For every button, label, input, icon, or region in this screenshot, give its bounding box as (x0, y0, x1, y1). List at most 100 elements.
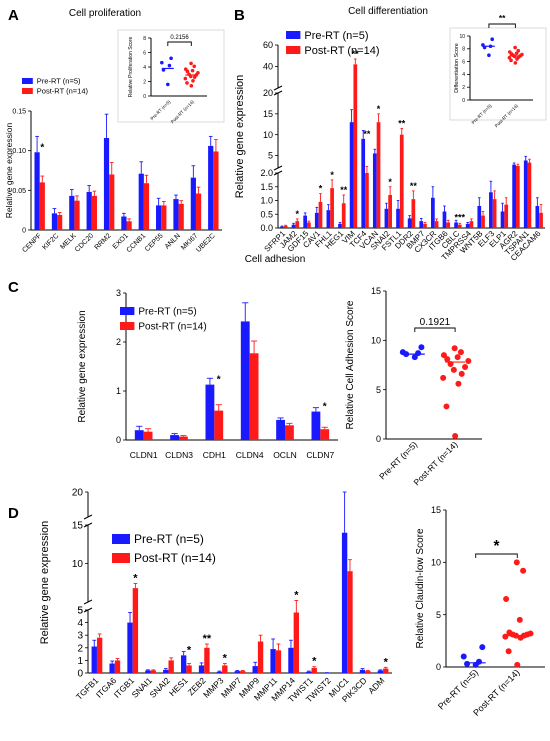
C-score-point-post (457, 349, 464, 356)
A-bar-bar-post (39, 182, 45, 230)
C-score-point-pre (418, 344, 425, 351)
legend-label-pre: Pre-RT (n=5) (304, 30, 368, 42)
B-bar-bar-post (353, 64, 358, 228)
D-bar-y-tick-label: 1 (77, 656, 83, 667)
B-bar-bar-post (295, 221, 300, 228)
C-bar-bar-post (249, 353, 259, 440)
B-bar-bar-post (283, 225, 288, 228)
B-bar-y-axis-title: Relative gene expression (234, 75, 246, 199)
C-score-point-pre (399, 349, 406, 356)
D-bar-y-tick-label: 15 (72, 521, 84, 532)
A-bar-significance-star: * (40, 142, 44, 153)
D-bar-bar-pre (163, 669, 169, 673)
B-bar-significance-star: * (388, 177, 392, 187)
legend-swatch-pre (112, 534, 130, 544)
D-score-point-pre (479, 644, 486, 651)
B-bar-bar-post (527, 162, 532, 228)
B-bar-bar-post (539, 212, 543, 228)
panel-D-letter: D (8, 505, 19, 522)
C-bar-bar-pre (276, 419, 285, 440)
D-score-point-pre (476, 658, 483, 665)
B-bar-bar-pre (489, 192, 493, 228)
D-bar-y-tick-label: 3 (77, 631, 83, 642)
D-bar-bar-pre (306, 671, 312, 673)
A-score-point-post (191, 78, 195, 83)
A-score-point-post (190, 68, 195, 73)
C-score-point-post (455, 380, 462, 387)
B-bar-significance-star: * (377, 104, 381, 114)
C-bar-x-tick-label: CLDN3 (165, 450, 193, 460)
C-bar-x-tick-label: CLDN7 (306, 450, 334, 460)
B-bar-bar-pre (431, 197, 435, 228)
legend-label-pre: Pre-RT (n=5) (134, 532, 204, 546)
A-bar-bar-post (178, 203, 184, 230)
C-bar-y-tick-label: 1 (116, 386, 121, 396)
D-score-y-tick-label: 10 (431, 557, 441, 567)
B-bar-significance-star: ** (363, 129, 371, 139)
C-score-point-pre (411, 354, 418, 361)
D-bar-y-tick-label: 20 (72, 488, 84, 499)
D-score-point-post (516, 616, 523, 623)
B-bar-bar-pre (280, 226, 284, 228)
A-bar-x-tick-label: ANLN (164, 232, 182, 250)
B-bar-y-tick-label: 0.5 (260, 209, 273, 219)
D-bar-significance-star: * (133, 573, 138, 585)
B-bar-y-tick-label: 15 (263, 109, 273, 119)
B-bar-bar-pre (523, 160, 528, 228)
A-bar-x-tick-label: RRM2 (94, 232, 113, 251)
A-bar-bar-post (109, 174, 115, 230)
D-bar-bar-post (114, 660, 121, 673)
C-bar-bar-pre (240, 321, 250, 440)
D-bar-bar-pre (377, 670, 384, 673)
A-score-point-post (189, 84, 194, 88)
A-score-point-pre (167, 63, 172, 68)
C-score-point-post (465, 358, 472, 365)
B-score-y-axis-title: Differentiation Score (454, 43, 460, 93)
A-bar-bar-pre (190, 177, 196, 230)
C-bar-y-axis-title: Relative gene expression (77, 310, 88, 422)
B-bar-y-tick-label: 1.0 (260, 196, 273, 206)
C-bar-x-tick-label: CLDN1 (130, 450, 158, 460)
B-bar-significance-star: * (330, 170, 334, 180)
C-bar-bar-post (143, 431, 153, 440)
B-bar-bar-post (318, 201, 323, 228)
D-bar-bar-pre (180, 655, 187, 673)
C-score-comparison-label: 0.1921 (420, 317, 451, 328)
D-score-y-tick-label: 15 (431, 505, 441, 515)
A-bar-x-tick-label: UBE2C (195, 232, 216, 253)
panel-C-letter: C (8, 279, 19, 296)
C-score-y-tick-label: 0 (376, 434, 381, 444)
D-score-point-post (513, 559, 520, 566)
B-bar-bar-pre (465, 223, 470, 228)
C-bar-bar-post (320, 429, 330, 440)
legend-label-pre: Pre-RT (n=5) (37, 77, 81, 86)
B-score-y-tick-label: 10 (459, 34, 465, 40)
D-score-point-pre (464, 660, 471, 667)
legend-swatch-post (120, 322, 135, 330)
B-bar-bar-post (457, 224, 462, 228)
D-score-y-tick-label: 0 (436, 662, 441, 672)
B-bar-bar-pre (303, 215, 308, 228)
D-bar-bar-pre (198, 665, 205, 673)
D-bar-bar-post (365, 671, 371, 673)
B-score-point-post (507, 50, 512, 54)
B-bar-bar-post (481, 215, 485, 228)
B-bar-significance-star: * (296, 209, 300, 219)
A-bar-bar-post (57, 214, 63, 230)
B-score-point-pre (487, 53, 491, 57)
B-bar-bar-pre (442, 211, 447, 228)
B-bar-bar-pre (338, 223, 342, 228)
B-score-point-post (514, 51, 519, 56)
legend-swatch-pre (286, 31, 301, 39)
D-score-comparison-label: * (493, 538, 499, 555)
C-score-point-post (452, 433, 459, 440)
B-bar-significance-star: * (319, 184, 323, 194)
A-bar-bar-pre (138, 173, 144, 230)
D-bar-axis-break-mark (83, 514, 93, 520)
B-bar-y-tick-label: 0.0 (260, 223, 273, 233)
A-bar-bar-pre (69, 195, 75, 230)
D-score-y-tick-label: 5 (436, 610, 441, 620)
C-bar-bar-pre (170, 435, 179, 440)
A-bar-bar-pre (173, 199, 179, 230)
B-bar-bar-pre (477, 206, 482, 228)
